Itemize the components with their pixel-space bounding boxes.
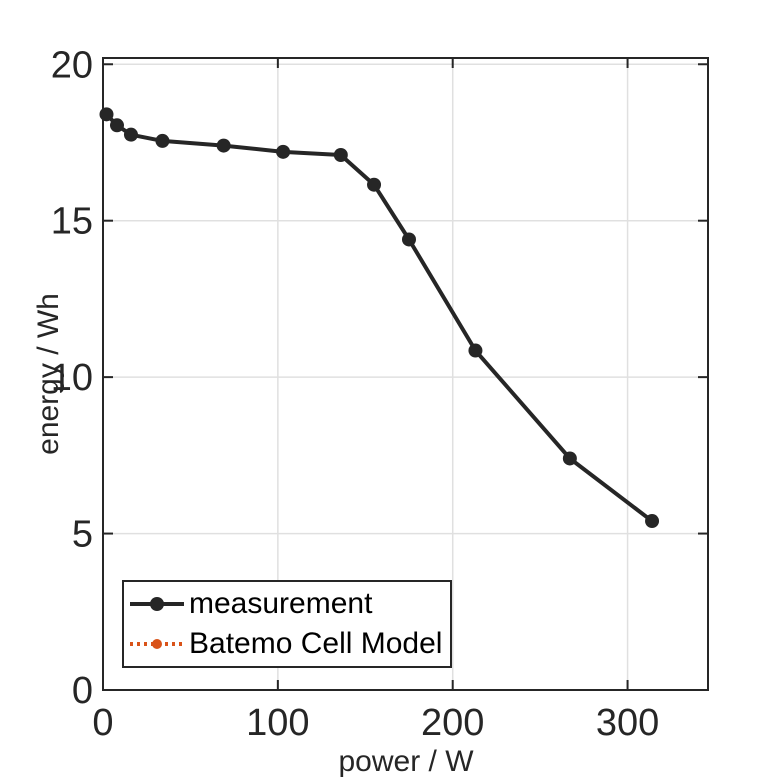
svg-text:100: 100: [246, 702, 309, 744]
svg-text:0: 0: [72, 670, 93, 712]
gridlines: [103, 58, 708, 690]
svg-text:10: 10: [51, 357, 93, 399]
svg-text:300: 300: [596, 702, 659, 744]
axes-box: [102, 57, 709, 691]
x-tick-labels: 0 100 200 300: [92, 702, 659, 744]
x-axis-label: power / W: [338, 745, 474, 778]
batemo-model-line-sample-icon: [130, 639, 184, 649]
svg-text:20: 20: [51, 44, 93, 86]
y-tick-labels: 0 5 10 15 20: [51, 44, 93, 712]
svg-text:15: 15: [51, 201, 93, 243]
svg-text:0: 0: [92, 702, 113, 744]
y-axis-label: energy / Wh: [32, 293, 65, 455]
tick-marks: [102, 58, 708, 691]
svg-text:200: 200: [421, 702, 484, 744]
legend-item-batemo-cell-model: Batemo Cell Model: [128, 624, 446, 664]
legend-label-batemo-cell-model: Batemo Cell Model: [189, 627, 443, 660]
measurement-line-sample-icon: [130, 597, 184, 611]
legend-item-measurement: measurement: [128, 584, 446, 624]
series-measurement: [99, 107, 660, 529]
svg-text:5: 5: [72, 514, 93, 556]
legend-label-measurement: measurement: [189, 587, 373, 620]
legend: measurement Batemo Cell Model: [122, 580, 452, 668]
